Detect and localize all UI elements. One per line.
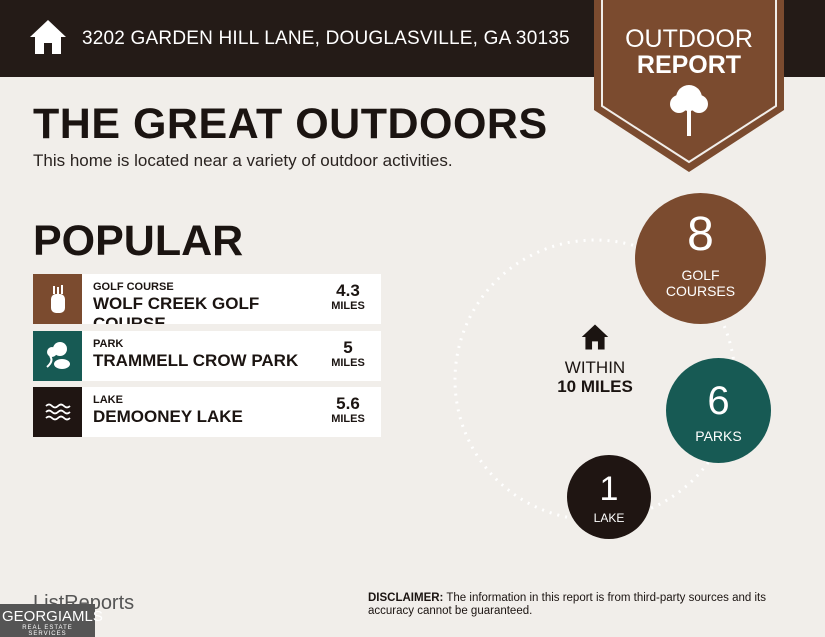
- distance-unit: MILES: [331, 413, 365, 425]
- park-trees-icon: [33, 331, 82, 381]
- count-label-line2: COURSES: [665, 283, 736, 299]
- item-name: DEMOONEY LAKE: [93, 407, 243, 426]
- badge-line2: REPORT: [636, 51, 742, 79]
- item-distance: 5.6 MILES: [323, 394, 373, 426]
- list-item: LAKE DEMOONEY LAKE 5.6 MILES: [33, 387, 381, 437]
- page-subtitle: This home is located near a variety of o…: [33, 151, 453, 170]
- count-label: PARKS: [695, 428, 742, 444]
- badge-line1: OUTDOOR: [625, 25, 753, 53]
- list-item: GOLF COURSE WOLF CREEK GOLF COURSE 4.3 MI…: [33, 274, 381, 324]
- count-label-line1: GOLF: [681, 267, 720, 283]
- item-distance: 5 MILES: [323, 338, 373, 370]
- mls-name: GEORGIAMLS: [2, 608, 103, 625]
- outdoor-report-badge: [594, 0, 784, 172]
- item-category: PARK: [93, 338, 124, 350]
- disclaimer-label: DISCLAIMER:: [368, 592, 444, 604]
- within-label: WITHIN 10 MILES: [545, 358, 645, 396]
- disclaimer-text: The information in this report is from t…: [368, 592, 766, 617]
- item-name: TRAMMELL CROW PARK: [93, 351, 299, 370]
- page-title: THE GREAT OUTDOORS: [33, 100, 548, 148]
- list-item: PARK TRAMMELL CROW PARK 5 MILES: [33, 331, 381, 381]
- distance-value: 5.6: [336, 394, 360, 413]
- count-label: GOLF COURSES: [635, 267, 766, 299]
- disclaimer: DISCLAIMER: The information in this repo…: [368, 592, 788, 618]
- count-label: LAKE: [593, 511, 625, 525]
- georgia-mls-logo: GEORGIAMLS REAL ESTATE SERVICES: [0, 604, 103, 637]
- home-icon: [581, 324, 609, 350]
- distance-value: 4.3: [336, 281, 360, 300]
- waves-icon: [33, 387, 82, 437]
- item-category: LAKE: [93, 394, 123, 406]
- property-address: 3202 GARDEN HILL LANE, DOUGLASVILLE, GA …: [82, 28, 570, 49]
- count-value: 6: [707, 379, 730, 423]
- item-category: GOLF COURSE: [93, 281, 174, 293]
- within-line1: WITHIN: [564, 358, 626, 377]
- distance-unit: MILES: [331, 300, 365, 312]
- mls-sub: REAL ESTATE SERVICES: [22, 625, 73, 637]
- count-value: 8: [687, 208, 714, 261]
- item-name: WOLF CREEK GOLF COURSE: [93, 294, 260, 324]
- within-line2: 10 MILES: [557, 377, 633, 396]
- distance-value: 5: [343, 338, 353, 357]
- item-distance: 4.3 MILES: [323, 281, 373, 313]
- tree-icon: [670, 85, 708, 136]
- parks-count-circle: 6 PARKS: [666, 358, 771, 463]
- count-value: 1: [599, 470, 619, 508]
- distance-unit: MILES: [331, 357, 365, 369]
- popular-heading: POPULAR: [33, 217, 244, 265]
- lakes-count-circle: 1 LAKE: [567, 455, 651, 539]
- golf-count-circle: 8 GOLF COURSES: [635, 193, 766, 324]
- golf-bag-icon: [33, 274, 82, 324]
- home-icon: [30, 20, 66, 54]
- badge-text: OUTDOOR REPORT: [594, 26, 784, 78]
